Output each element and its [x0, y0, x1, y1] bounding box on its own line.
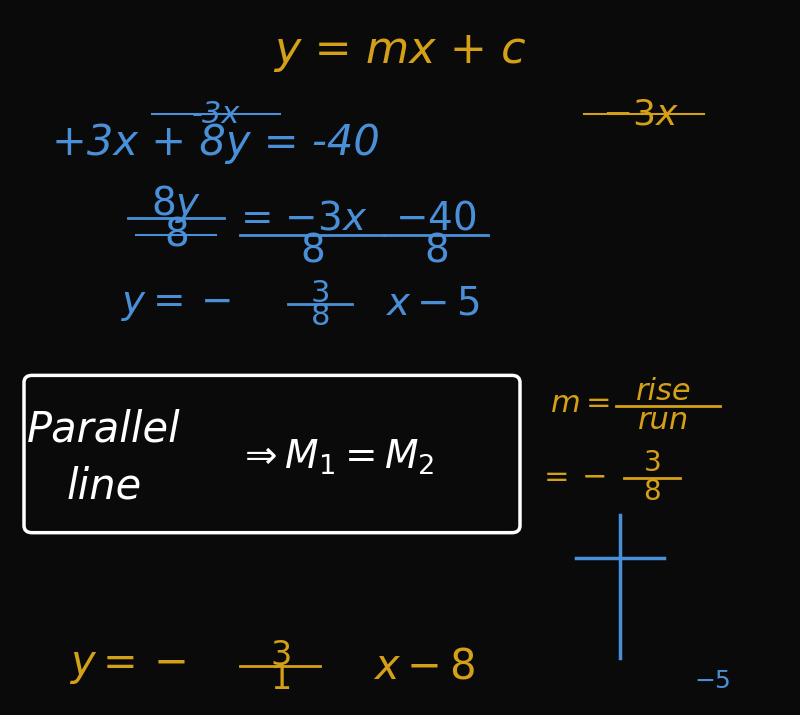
Text: $-40$: $-40$ [395, 199, 477, 237]
Text: line: line [66, 465, 142, 507]
Text: $x - 5$: $x - 5$ [385, 285, 479, 323]
Text: $3$: $3$ [270, 639, 290, 672]
Text: $8$: $8$ [424, 231, 448, 270]
Text: $8$: $8$ [300, 231, 324, 270]
Text: $1$: $1$ [270, 663, 290, 696]
Text: $\Rightarrow M_1 = M_2$: $\Rightarrow M_1 = M_2$ [238, 438, 434, 477]
Text: $m =$: $m =$ [550, 390, 610, 418]
Text: $= -$: $= -$ [538, 461, 606, 490]
Text: -3x: -3x [192, 100, 240, 129]
Text: $y = -$: $y = -$ [70, 644, 186, 686]
Text: = $-3x$: = $-3x$ [240, 199, 368, 237]
Text: $3$: $3$ [310, 279, 330, 307]
Text: y = mx + c: y = mx + c [274, 29, 526, 72]
Text: rise: rise [636, 378, 692, 406]
Text: $-3x$: $-3x$ [602, 97, 678, 132]
Text: run: run [638, 406, 690, 435]
Text: $8$: $8$ [310, 302, 330, 330]
Text: +3x + 8y = -40: +3x + 8y = -40 [52, 122, 380, 164]
Text: $x - 8$: $x - 8$ [373, 646, 475, 687]
Text: $8y$: $8y$ [151, 183, 201, 225]
Text: Parallel: Parallel [27, 408, 181, 450]
Text: $8$: $8$ [643, 478, 661, 506]
Text: $3$: $3$ [643, 449, 661, 478]
Text: $y = -$: $y = -$ [121, 285, 231, 323]
Text: $8$: $8$ [164, 215, 188, 254]
Text: $-5$: $-5$ [694, 669, 730, 693]
